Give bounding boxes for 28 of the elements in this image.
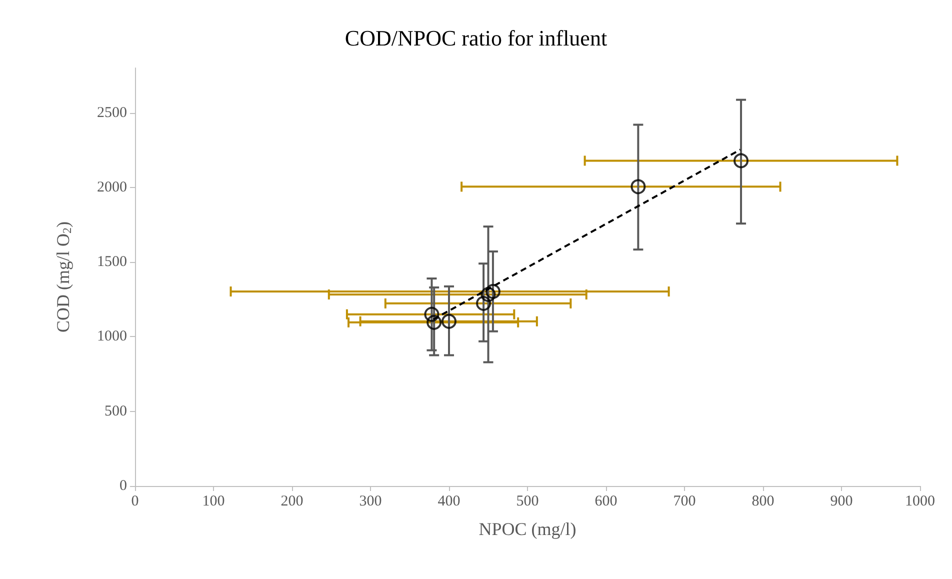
y-axis-title: COD (mg/l O2) bbox=[53, 222, 74, 332]
y-tick-label: 0 bbox=[120, 478, 127, 494]
point bbox=[734, 153, 749, 168]
x-tick-label: 1000 bbox=[905, 494, 935, 510]
x-tick-label: 600 bbox=[594, 494, 618, 510]
x-tick-label: 0 bbox=[131, 494, 139, 510]
point bbox=[485, 284, 500, 299]
point bbox=[442, 314, 456, 329]
x-tick-label: 300 bbox=[359, 494, 382, 510]
point bbox=[424, 306, 440, 322]
x-tick-label: 900 bbox=[830, 494, 853, 510]
x-tick-label: 400 bbox=[438, 494, 460, 510]
y-tick-label: 500 bbox=[104, 403, 127, 420]
y-tick-label: 1500 bbox=[97, 254, 127, 270]
y-tick-label: 1000 bbox=[97, 328, 127, 345]
y-tick-label: 2500 bbox=[97, 104, 127, 121]
chart-title: COD/NPOC ratio for influent bbox=[344, 26, 608, 50]
x-tick-label: 100 bbox=[202, 494, 225, 510]
point bbox=[630, 179, 646, 194]
y-tick-label: 2000 bbox=[97, 179, 127, 196]
point bbox=[426, 314, 442, 330]
x-tick-label: 200 bbox=[280, 494, 304, 510]
x-axis-title: NPOC (mg/l) bbox=[478, 519, 576, 539]
x-tick-label: 700 bbox=[673, 494, 696, 510]
point bbox=[476, 296, 492, 311]
x-tick-label: 800 bbox=[752, 494, 774, 510]
point bbox=[480, 286, 496, 302]
x-tick-label: 500 bbox=[516, 494, 539, 510]
